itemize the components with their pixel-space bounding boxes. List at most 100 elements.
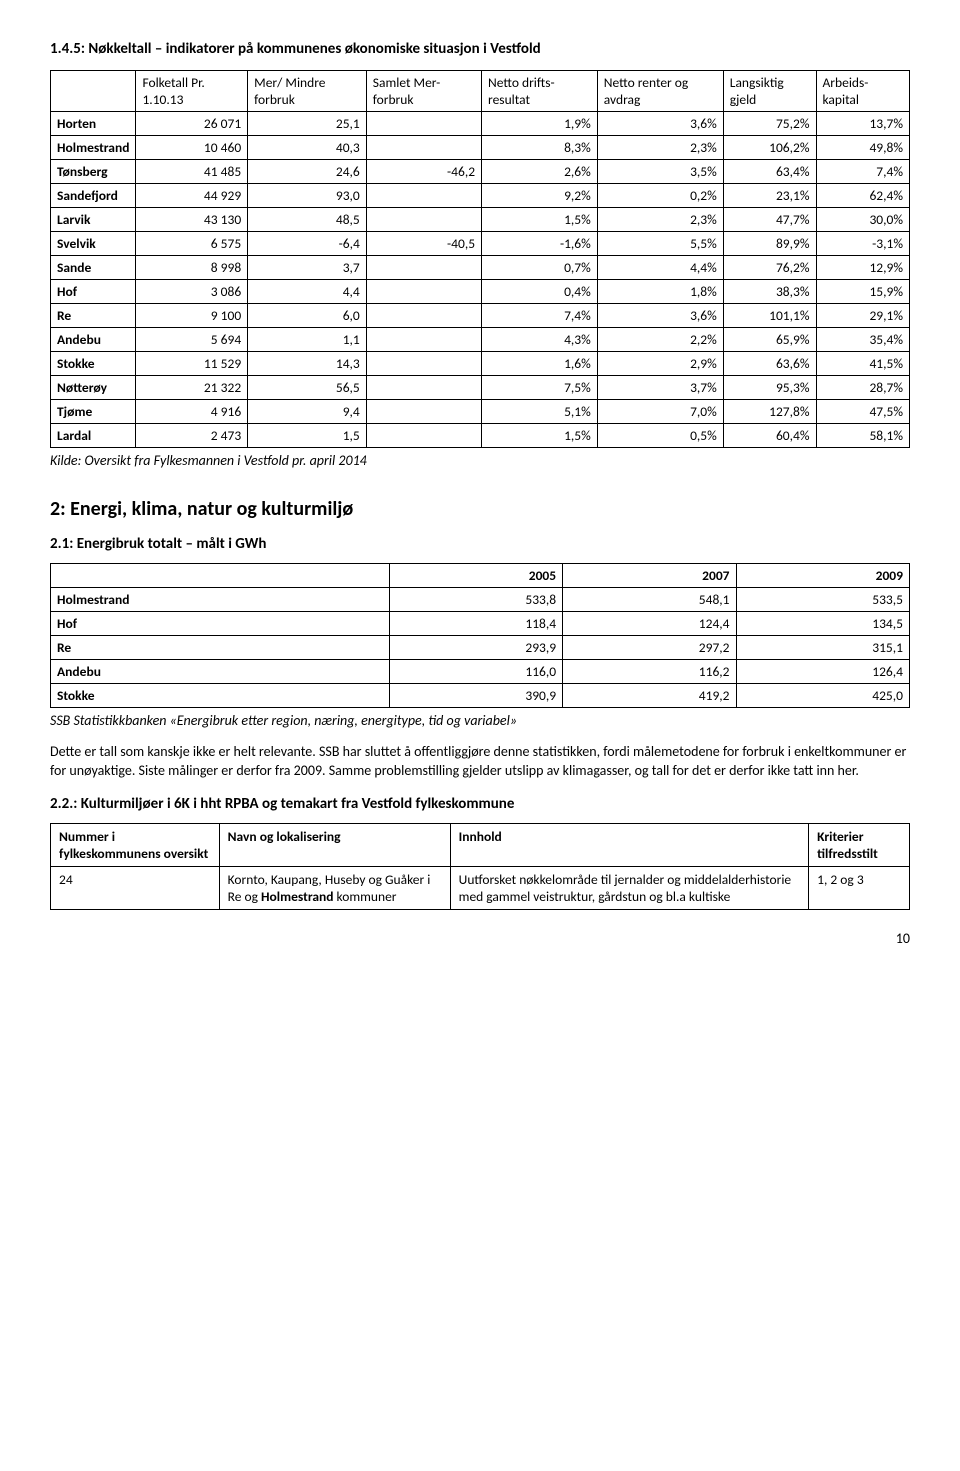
table-cell: Hof — [51, 612, 390, 636]
t3-cell: 24 — [51, 866, 220, 909]
table-header: Innhold — [450, 823, 808, 866]
table-cell: 4,3% — [482, 328, 598, 352]
table-cell: Sandefjord — [51, 184, 136, 208]
table-energy: 200520072009 Holmestrand533,8548,1533,5H… — [50, 563, 910, 708]
table-row: Holmestrand533,8548,1533,5 — [51, 588, 910, 612]
table-row: Re293,9297,2315,1 — [51, 636, 910, 660]
table-cell: 11 529 — [136, 352, 248, 376]
table-row: Andebu116,0116,2126,4 — [51, 660, 910, 684]
t3-cell: 1, 2 og 3 — [809, 866, 910, 909]
table-cell: 58,1% — [816, 424, 910, 448]
table-cell: 7,4% — [816, 160, 910, 184]
table-cell: 4 916 — [136, 400, 248, 424]
table-cell: Tønsberg — [51, 160, 136, 184]
table-cell: 1,5% — [482, 424, 598, 448]
table-header — [51, 564, 390, 588]
table-header: Folketall Pr. 1.10.13 — [136, 71, 248, 112]
table-cell — [366, 400, 481, 424]
table-cell: 315,1 — [736, 636, 909, 660]
table-cell: 116,0 — [389, 660, 562, 684]
table-cell — [366, 376, 481, 400]
table-row: Stokke390,9419,2425,0 — [51, 684, 910, 708]
table-cell: 28,7% — [816, 376, 910, 400]
table-header: Langsiktig gjeld — [723, 71, 816, 112]
table-cell: -46,2 — [366, 160, 481, 184]
table-row: Horten26 07125,11,9%3,6%75,2%13,7% — [51, 112, 910, 136]
heading-21: 2.1: Energibruk totalt – målt i GWh — [50, 535, 910, 553]
table-cell: 13,7% — [816, 112, 910, 136]
table-header: 2009 — [736, 564, 909, 588]
table-row: Andebu5 6941,14,3%2,2%65,9%35,4% — [51, 328, 910, 352]
table-cell: Lardal — [51, 424, 136, 448]
table-header — [51, 71, 136, 112]
t3-cell: Uutforsket nøkkelområde til jernalder og… — [450, 866, 808, 909]
table-cell: 2,6% — [482, 160, 598, 184]
table-cell: 118,4 — [389, 612, 562, 636]
table-cell: 419,2 — [563, 684, 736, 708]
table-cell: 2 473 — [136, 424, 248, 448]
table-cell: 533,5 — [736, 588, 909, 612]
table-cell: 47,5% — [816, 400, 910, 424]
table-header: Netto renter og avdrag — [597, 71, 723, 112]
table-cell: 76,2% — [723, 256, 816, 280]
table-header: 2005 — [389, 564, 562, 588]
table-cell: 40,3 — [248, 136, 367, 160]
table-cell: 3,6% — [597, 112, 723, 136]
table-cell: 35,4% — [816, 328, 910, 352]
table-cell — [366, 304, 481, 328]
table-cell: 548,1 — [563, 588, 736, 612]
table-cell: 5,5% — [597, 232, 723, 256]
table-cell: -1,6% — [482, 232, 598, 256]
table-cell: 7,5% — [482, 376, 598, 400]
table-cell: 3,5% — [597, 160, 723, 184]
table-cell: 10 460 — [136, 136, 248, 160]
table-cell: 1,8% — [597, 280, 723, 304]
table-header: Nummer i fylkeskommunens oversikt — [51, 823, 220, 866]
source-2: SSB Statistikkbanken «Energibruk etter r… — [50, 712, 910, 729]
table-cell: 126,4 — [736, 660, 909, 684]
table-cell: 0,4% — [482, 280, 598, 304]
table-cell — [366, 184, 481, 208]
table-cell: 8,3% — [482, 136, 598, 160]
page-number: 10 — [50, 930, 910, 947]
table-cell: 5,1% — [482, 400, 598, 424]
table-cell: 1,9% — [482, 112, 598, 136]
table-cell: 9,2% — [482, 184, 598, 208]
table-cell: 30,0% — [816, 208, 910, 232]
table-cell: Larvik — [51, 208, 136, 232]
table-cell — [366, 328, 481, 352]
table-cell: Andebu — [51, 328, 136, 352]
table-cell: 0,7% — [482, 256, 598, 280]
table-cell: 134,5 — [736, 612, 909, 636]
table-cell: 21 322 — [136, 376, 248, 400]
table-row: Svelvik6 575-6,4-40,5-1,6%5,5%89,9%-3,1% — [51, 232, 910, 256]
table-cell: 14,3 — [248, 352, 367, 376]
table-row: Lardal2 4731,51,5%0,5%60,4%58,1% — [51, 424, 910, 448]
table-cell: 41 485 — [136, 160, 248, 184]
table-cell: 56,5 — [248, 376, 367, 400]
table-cell: 0,2% — [597, 184, 723, 208]
table-cell: 12,9% — [816, 256, 910, 280]
table-cell — [366, 424, 481, 448]
table-cell: Stokke — [51, 684, 390, 708]
table-cell: 2,3% — [597, 208, 723, 232]
table-header: 2007 — [563, 564, 736, 588]
table-cell — [366, 112, 481, 136]
table-header: Kriterier tilfredsstilt — [809, 823, 910, 866]
table-cell: Stokke — [51, 352, 136, 376]
table-cell: 8 998 — [136, 256, 248, 280]
table-cell: Svelvik — [51, 232, 136, 256]
table-cell: 63,4% — [723, 160, 816, 184]
table-header: Samlet Mer- forbruk — [366, 71, 481, 112]
table-cell: 425,0 — [736, 684, 909, 708]
table-cell: 1,5 — [248, 424, 367, 448]
table-cell: 89,9% — [723, 232, 816, 256]
paragraph-note: Dette er tall som kanskje ikke er helt r… — [50, 743, 910, 781]
table-cell: 60,4% — [723, 424, 816, 448]
table-cell: 3,7% — [597, 376, 723, 400]
table-cell: 1,5% — [482, 208, 598, 232]
table-cell: Re — [51, 304, 136, 328]
table-cell: 3 086 — [136, 280, 248, 304]
table-row: Sandefjord44 92993,09,2%0,2%23,1%62,4% — [51, 184, 910, 208]
table-cell: 7,0% — [597, 400, 723, 424]
